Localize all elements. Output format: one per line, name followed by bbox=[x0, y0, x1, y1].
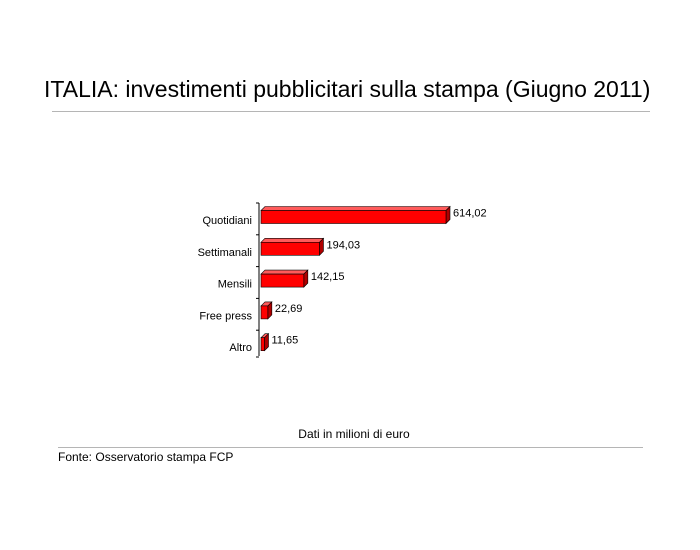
bar-2 bbox=[260, 273, 305, 288]
chart-title: ITALIA: investimenti pubblicitari sulla … bbox=[44, 76, 651, 102]
unit-note: Dati in milioni di euro bbox=[298, 427, 410, 441]
title-divider bbox=[52, 111, 650, 112]
bar-top-2 bbox=[260, 269, 309, 275]
bar-4 bbox=[260, 337, 265, 352]
category-label-4: Altro bbox=[229, 342, 252, 354]
bar-3 bbox=[260, 305, 269, 320]
value-label-0: 614,02 bbox=[453, 208, 487, 220]
value-label-1: 194,03 bbox=[326, 239, 360, 251]
value-label-3: 22,69 bbox=[275, 303, 303, 315]
category-label-1: Settimanali bbox=[198, 247, 252, 259]
footer-divider bbox=[58, 447, 643, 448]
value-label-4: 11,65 bbox=[272, 335, 299, 347]
source-note: Fonte: Osservatorio stampa FCP bbox=[58, 450, 234, 464]
category-label-0: Quotidiani bbox=[202, 215, 252, 227]
bar-0 bbox=[260, 210, 447, 224]
value-label-2: 142,15 bbox=[311, 271, 345, 283]
category-label-2: Mensili bbox=[218, 279, 252, 291]
bar-top-1 bbox=[260, 238, 325, 243]
bar-top-0 bbox=[260, 206, 451, 211]
bar-1 bbox=[260, 242, 320, 256]
category-label-3: Free press bbox=[199, 310, 252, 322]
